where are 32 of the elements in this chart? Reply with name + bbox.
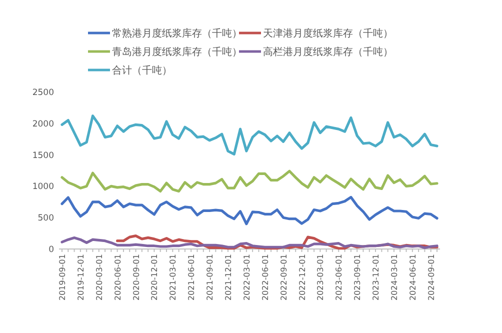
x-tick-label: 2020-06-01	[113, 254, 122, 300]
x-tick-label: 2024-09-01	[426, 254, 436, 300]
x-tick-label: 2020-09-01	[132, 254, 141, 300]
legend-label: 天津港月度纸浆库存（千吨）	[263, 28, 393, 40]
x-tick-label: 2021-03-01	[168, 254, 178, 300]
y-tick-label: 0	[48, 245, 54, 255]
x-tick-label: 2024-03-01	[390, 254, 399, 300]
legend-label: 常熟港月度纸浆库存（千吨）	[112, 28, 242, 40]
legend-label: 青岛港月度纸浆库存（千吨）	[112, 46, 242, 58]
legend-label: 合计（千吨）	[112, 64, 172, 76]
y-tick-label: 1000	[32, 182, 54, 192]
x-tick-label: 2022-03-01	[242, 254, 252, 300]
y-tick-label: 1500	[32, 150, 54, 161]
x-tick-label: 2021-06-01	[187, 254, 196, 300]
x-tick-label: 2023-09-01	[353, 254, 362, 300]
x-tick-label: 2020-03-01	[94, 254, 104, 300]
y-tick-label: 2500	[32, 88, 54, 98]
x-tick-label: 2021-12-01	[224, 254, 233, 300]
x-tick-label: 2021-09-01	[206, 254, 215, 300]
legend-label: 高栏港月度纸浆库存（千吨）	[263, 46, 393, 58]
y-tick-label: 500	[38, 214, 54, 224]
x-tick-label: 2023-12-01	[372, 254, 381, 300]
x-tick-label: 2022-09-01	[279, 254, 288, 300]
x-tick-label: 2023-03-01	[316, 254, 326, 300]
x-tick-label: 2019-12-01	[76, 254, 86, 300]
x-tick-label: 2022-12-01	[298, 254, 307, 300]
x-tick-label: 2024-06-01	[408, 254, 418, 300]
x-tick-label: 2019-09-01	[58, 254, 67, 300]
y-tick-label: 2000	[32, 119, 54, 130]
x-tick-label: 2020-12-01	[150, 254, 160, 300]
x-tick-label: 2023-06-01	[334, 254, 344, 300]
x-tick-label: 2022-06-01	[260, 254, 270, 300]
